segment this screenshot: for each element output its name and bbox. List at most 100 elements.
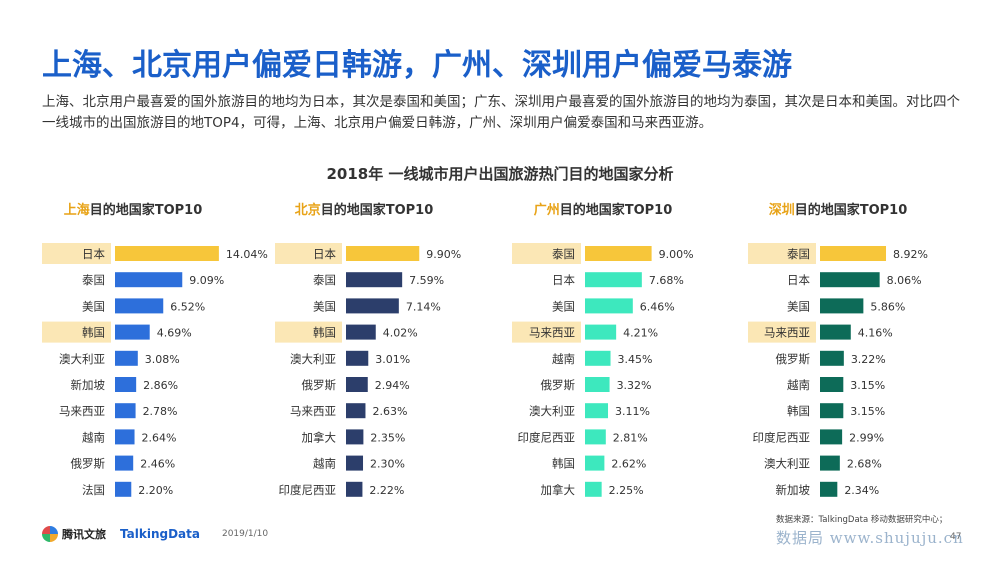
shanghai-category-label-1: 泰国 [82,273,105,287]
beijing-category-label-5: 俄罗斯 [302,378,337,392]
guangzhou-panel-header: 广州目的地国家TOP10 [534,202,673,218]
shenzhen-bar-4 [820,350,844,366]
guangzhou-category-label-0: 泰国 [552,247,575,261]
guangzhou-bar-2 [585,298,633,314]
guangzhou-value-label-7: 2.81% [613,431,648,444]
shenzhen-panel-subtitle: 目的地国家TOP10 [795,202,908,218]
shenzhen-category-label-6: 韩国 [787,404,810,418]
shanghai-city-name: 上海 [64,202,90,218]
shanghai-category-label-5: 新加坡 [71,378,106,392]
guangzhou-panel-subtitle: 目的地国家TOP10 [560,202,673,218]
beijing-bar-4 [346,350,369,366]
shenzhen-bar-5 [820,377,844,392]
guangzhou-category-label-2: 美国 [552,299,575,313]
shenzhen-label-highlight-0 [748,243,816,264]
beijing-bar-6 [346,403,366,419]
guangzhou-value-label-6: 3.11% [615,405,650,418]
shanghai-category-label-7: 越南 [82,430,105,444]
beijing-category-label-3: 韩国 [313,326,336,340]
shenzhen-category-label-2: 美国 [787,299,810,313]
shenzhen-category-label-8: 澳大利亚 [764,457,810,471]
beijing-category-label-8: 越南 [313,457,336,471]
beijing-label-highlight-0 [275,243,342,264]
guangzhou-value-label-2: 6.46% [640,300,675,313]
shanghai-bar-8 [115,455,134,471]
shenzhen-category-label-3: 马来西亚 [764,326,810,340]
shanghai-value-label-3: 4.69% [157,327,192,340]
beijing-value-label-2: 7.14% [406,300,441,313]
guangzhou-bar-0 [585,246,652,261]
beijing-bar-0 [346,246,420,261]
shenzhen-value-label-7: 2.99% [849,431,884,444]
guangzhou-bar-6 [585,403,609,419]
shanghai-panel-subtitle: 目的地国家TOP10 [90,202,203,218]
beijing-category-label-7: 加拿大 [302,430,337,444]
beijing-value-label-9: 2.22% [369,484,404,497]
guangzhou-value-label-1: 7.68% [649,274,684,287]
beijing-value-label-0: 9.90% [426,248,461,261]
beijing-value-label-4: 3.01% [375,353,410,366]
guangzhou-value-label-9: 2.25% [609,484,644,497]
guangzhou-value-label-3: 4.21% [623,327,658,340]
shenzhen-value-label-9: 2.34% [844,484,879,497]
beijing-category-label-6: 马来西亚 [290,404,336,418]
beijing-panel-header: 北京目的地国家TOP10 [295,202,434,218]
guangzhou-label-highlight-0 [512,243,581,264]
shanghai-value-label-5: 2.86% [143,379,178,392]
shanghai-category-label-9: 法国 [82,483,105,497]
beijing-city-name: 北京 [295,202,321,218]
shanghai-value-label-1: 9.09% [189,274,224,287]
shanghai-bar-1 [115,272,183,288]
shenzhen-value-label-4: 3.22% [851,353,886,366]
logo-tencent-travel: 腾讯文旅 [62,528,106,541]
guangzhou-bar-1 [585,272,642,288]
shanghai-value-label-7: 2.64% [142,431,177,444]
shanghai-label-highlight-3 [42,321,111,343]
shanghai-value-label-8: 2.46% [140,458,175,471]
shanghai-bar-7 [115,429,135,445]
beijing-category-label-0: 日本 [313,247,336,261]
beijing-value-label-7: 2.35% [370,431,405,444]
guangzhou-category-label-4: 越南 [552,352,575,366]
chart-title: 2018年 一线城市用户出国旅游热门目的地国家分析 [326,165,674,183]
watermark: 数据局 www.shujuju.cn [776,529,964,547]
guangzhou-bar-4 [585,350,611,366]
logo-talkingdata: TalkingData [120,527,200,541]
shanghai-bar-2 [115,298,164,314]
beijing-panel-subtitle: 目的地国家TOP10 [321,202,434,218]
shanghai-category-label-3: 韩国 [82,326,105,340]
guangzhou-category-label-7: 印度尼西亚 [518,430,576,444]
guangzhou-bar-3 [585,324,617,340]
shenzhen-bar-7 [820,429,843,445]
shanghai-bar-4 [115,350,138,366]
shenzhen-bar-3 [820,324,851,340]
page-description: 上海、北京用户最喜爱的国外旅游目的地均为日本，其次是泰国和美国；广东、深圳用户最… [42,94,960,131]
shenzhen-category-label-9: 新加坡 [776,483,811,497]
page-number: 47 [950,532,962,542]
shanghai-value-label-4: 3.08% [145,353,180,366]
beijing-bar-1 [346,272,403,288]
shenzhen-value-label-8: 2.68% [847,458,882,471]
shenzhen-bar-8 [820,455,840,471]
beijing-bar-7 [346,429,364,445]
shenzhen-category-label-1: 日本 [787,273,810,287]
shanghai-value-label-0: 14.04% [226,248,268,261]
guangzhou-category-label-5: 俄罗斯 [541,378,576,392]
beijing-value-label-6: 2.63% [372,405,407,418]
guangzhou-bar-7 [585,429,606,445]
guangzhou-value-label-5: 3.32% [617,379,652,392]
beijing-category-label-4: 澳大利亚 [290,352,336,366]
guangzhou-bar-5 [585,377,610,392]
shenzhen-value-label-1: 8.06% [887,274,922,287]
beijing-label-highlight-3 [275,321,342,343]
page-title: 上海、北京用户偏爱日韩游，广州、深圳用户偏爱马泰游 [42,48,792,83]
shanghai-category-label-6: 马来西亚 [59,404,105,418]
guangzhou-label-highlight-3 [512,321,581,343]
beijing-bar-2 [346,298,399,314]
shenzhen-panel-header: 深圳目的地国家TOP10 [769,202,908,218]
shanghai-category-label-2: 美国 [82,299,105,313]
shanghai-bar-3 [115,324,150,340]
shenzhen-value-label-0: 8.92% [893,248,928,261]
guangzhou-category-label-6: 澳大利亚 [529,404,575,418]
beijing-bar-8 [346,455,364,471]
